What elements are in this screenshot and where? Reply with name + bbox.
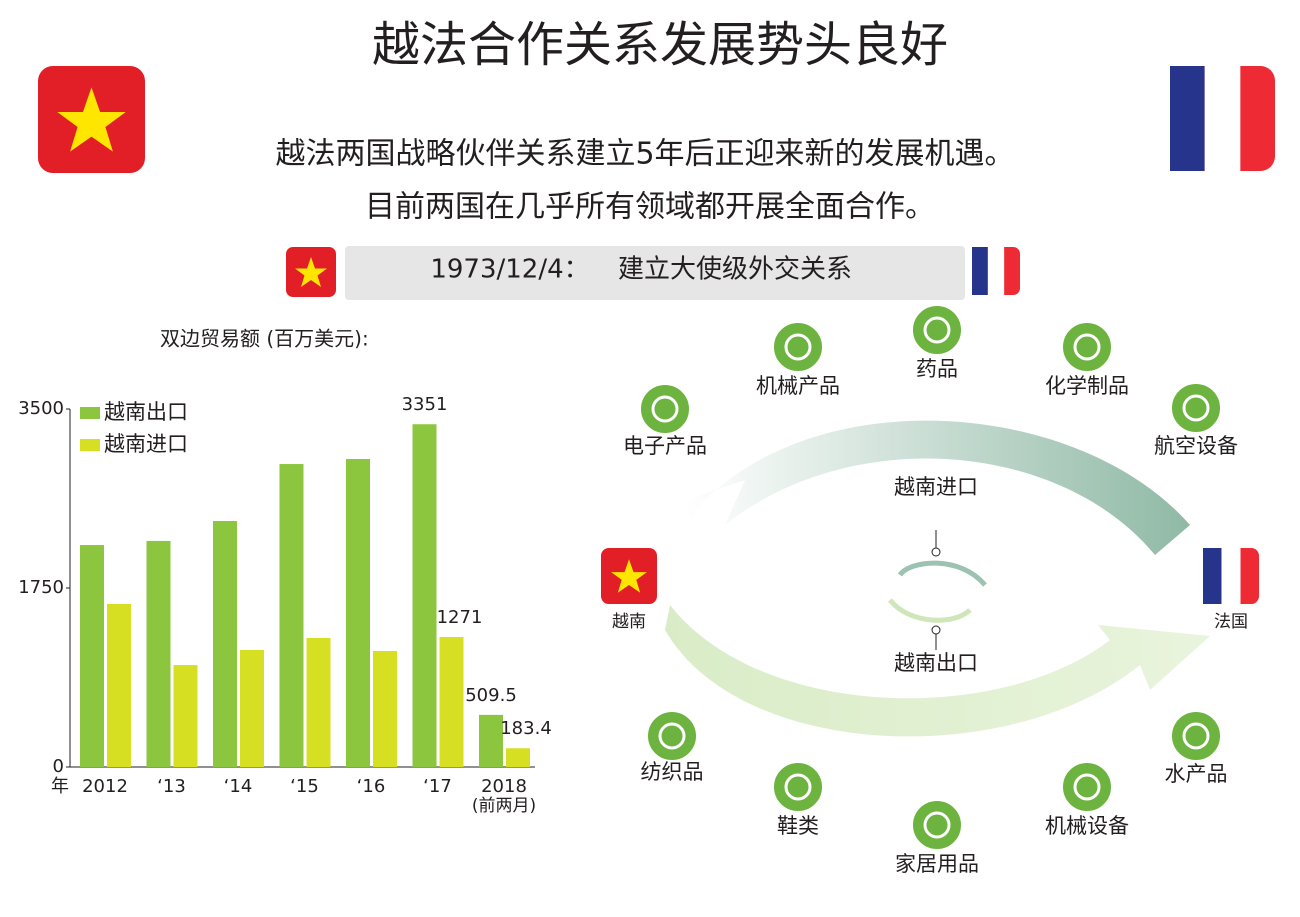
vietnam-flag (38, 66, 145, 173)
icon (923, 811, 951, 839)
chart-title: 双边贸易额 (百万美元): (160, 327, 369, 351)
subtitle: 越法两国战略伙伴关系建立5年后正迎来新的发展机遇。 (275, 137, 1014, 172)
subtitle: 目前两国在几乎所有领域都开展全面合作。 (365, 190, 935, 225)
icon (646, 710, 698, 762)
france-flag (1170, 66, 1275, 171)
bar (479, 714, 503, 767)
product-label: 机械产品 (756, 374, 840, 398)
cycle-icon (888, 598, 972, 623)
milestone-date: 1973/12/4： (430, 255, 589, 285)
product-label: 水产品 (1165, 762, 1228, 786)
milestone-text: 建立大使级外交关系 (618, 255, 852, 285)
connector (931, 625, 941, 635)
icon (923, 316, 951, 344)
cycle-icon (897, 560, 987, 587)
product-label: 药品 (916, 357, 958, 381)
y-tick-label: 3500 (18, 398, 64, 419)
bar (412, 424, 437, 767)
connector (931, 547, 941, 557)
x-tick-label: ‘14 (224, 776, 253, 797)
bar (306, 638, 331, 767)
x-tick-label: ‘17 (423, 776, 452, 797)
bar (506, 748, 530, 767)
bar (107, 603, 131, 767)
product-label: 家居用品 (895, 852, 979, 876)
product-label: 航空设备 (1154, 434, 1238, 458)
legend-swatch (80, 439, 100, 451)
icon (911, 799, 963, 851)
icon (784, 333, 812, 361)
value-label: 3351 (402, 394, 448, 415)
y-tick-label: 0 (53, 756, 64, 777)
milestone-banner (345, 246, 965, 300)
y-tick-label: 1750 (18, 577, 64, 598)
export-label: 越南出口 (894, 651, 978, 675)
bar (173, 665, 198, 767)
value-label: 1271 (437, 607, 483, 628)
icon (639, 383, 691, 435)
x-axis-label: 年 (51, 776, 69, 797)
product-label: 电子产品 (623, 434, 707, 458)
vietnam-flag (601, 548, 657, 604)
country-label: 法国 (1214, 612, 1248, 632)
product-label: 纺织品 (641, 760, 704, 784)
icon (1170, 710, 1222, 762)
import-arrow (685, 420, 1190, 555)
bar (240, 649, 264, 767)
icon (772, 761, 824, 813)
icon (1182, 722, 1210, 750)
france-flag (1203, 548, 1259, 604)
icon (784, 773, 812, 801)
icon (1182, 394, 1210, 422)
icon (1073, 333, 1101, 361)
title: 越法合作关系发展势头良好 (372, 17, 948, 73)
product-label: 化学制品 (1045, 374, 1129, 398)
bar (373, 651, 397, 767)
x-tick-label: ‘13 (157, 776, 186, 797)
legend-label: 越南进口 (104, 432, 188, 456)
import-label: 越南进口 (894, 475, 978, 499)
bar (279, 464, 304, 767)
icon (1170, 382, 1222, 434)
bar (80, 545, 104, 767)
bar (439, 636, 464, 767)
export-arrow (665, 605, 1210, 737)
icon (658, 722, 686, 750)
legend-label: 越南出口 (104, 400, 188, 424)
icon (1061, 761, 1113, 813)
value-label: 509.5 (465, 685, 517, 706)
product-label: 机械设备 (1045, 814, 1129, 838)
country-label: 越南 (612, 612, 646, 632)
icon (1061, 321, 1113, 373)
category-note: (前两月) (472, 796, 536, 816)
france-flag (972, 247, 1020, 295)
icon (1073, 773, 1101, 801)
vietnam-flag (286, 247, 336, 297)
x-tick-label: 2012 (82, 776, 128, 797)
icon (651, 395, 679, 423)
value-label: 183.4 (500, 718, 552, 739)
x-tick-label: ‘16 (357, 776, 386, 797)
icon (911, 304, 963, 356)
product-label: 鞋类 (777, 814, 819, 838)
x-tick-label: ‘15 (290, 776, 319, 797)
legend-swatch (80, 407, 100, 419)
x-tick-label: 2018 (481, 776, 527, 797)
bar (346, 459, 370, 767)
icon (772, 321, 824, 373)
bar (146, 540, 171, 767)
bar (213, 521, 237, 767)
